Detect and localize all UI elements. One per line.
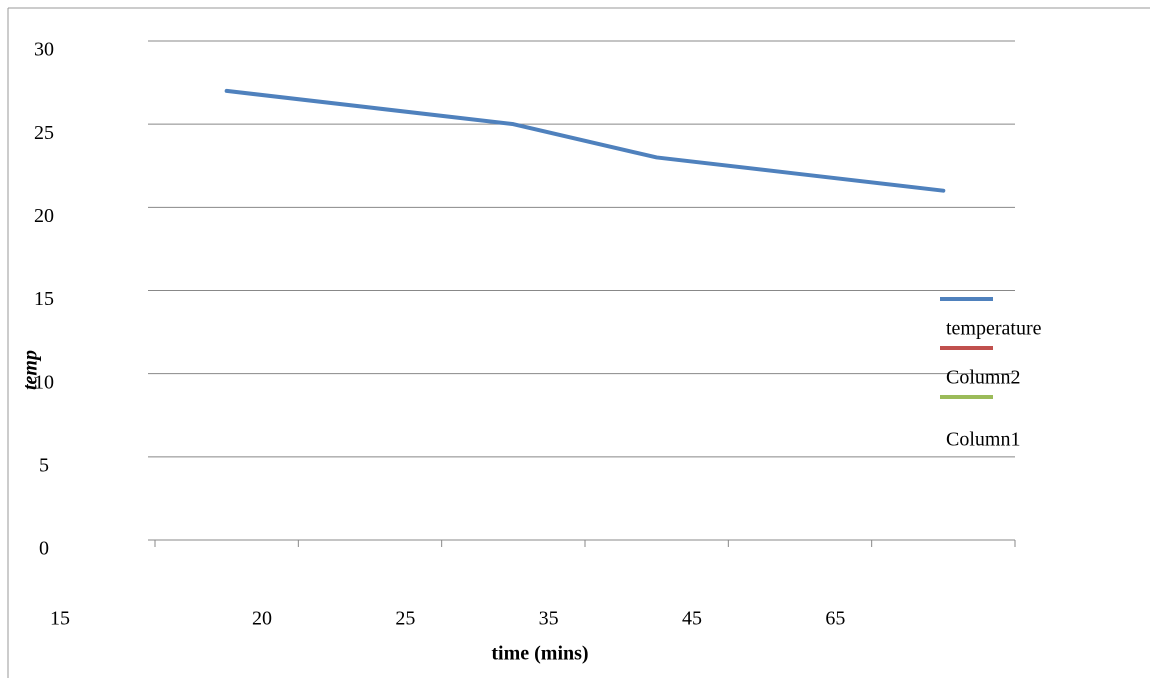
y-tick-label: 25 xyxy=(34,122,54,144)
y-tick-label: 15 xyxy=(34,288,54,310)
y-axis-title: temp xyxy=(20,350,42,390)
series-line xyxy=(224,88,946,193)
x-tick-label: 25 xyxy=(395,608,415,630)
legend-label: temperature xyxy=(946,318,1042,340)
y-tick-label: 10 xyxy=(34,371,54,393)
legend-label: Column2 xyxy=(946,367,1020,389)
x-tick-label: 45 xyxy=(682,608,702,630)
legend-label: Column1 xyxy=(946,429,1020,451)
y-tick-label: 20 xyxy=(34,205,54,227)
x-tick-label: 20 xyxy=(252,608,272,630)
y-tick-label: 30 xyxy=(34,39,54,61)
x-tick-label: 65 xyxy=(825,608,845,630)
y-tick-label: 0 xyxy=(39,538,49,560)
x-tick-label: 15 xyxy=(50,608,70,630)
x-axis-title: time (mins) xyxy=(491,643,588,665)
y-tick-label: 5 xyxy=(39,454,49,476)
x-tick-label: 35 xyxy=(539,608,559,630)
